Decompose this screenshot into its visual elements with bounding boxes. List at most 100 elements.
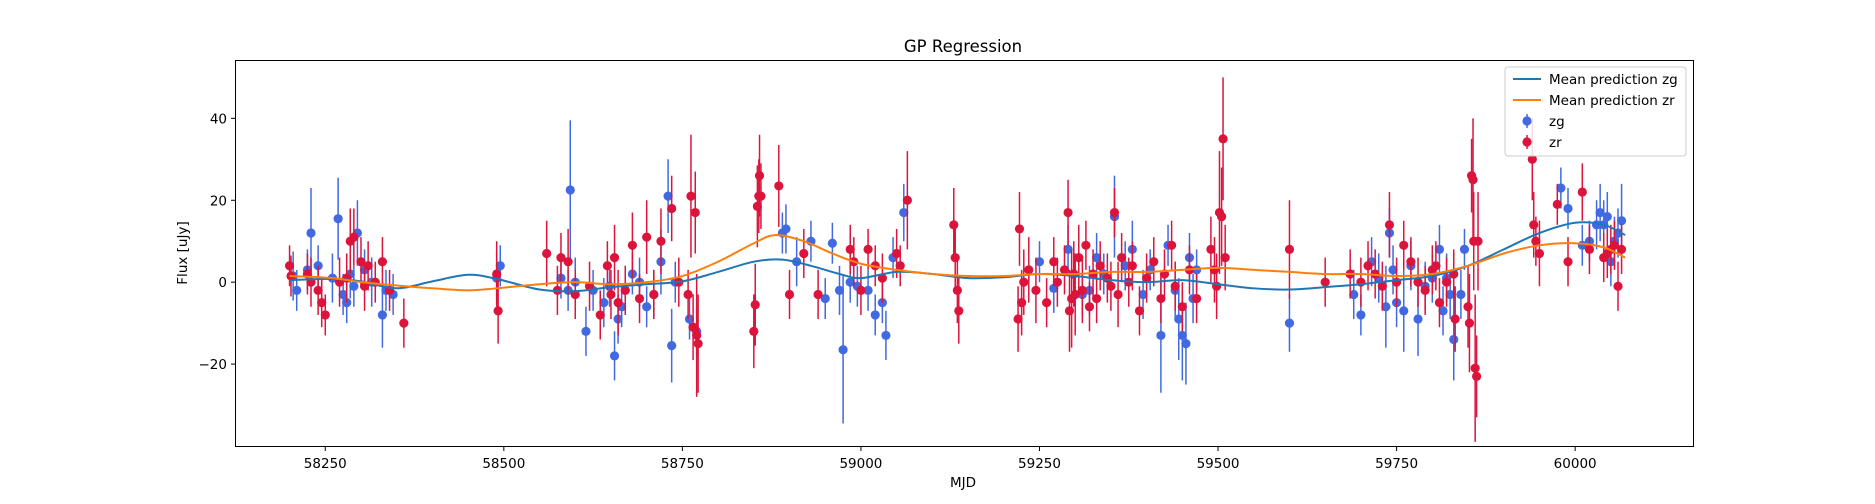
- point-marker: [820, 293, 830, 304]
- data-point: [1381, 265, 1391, 348]
- data-point: [1109, 187, 1120, 238]
- data-point: [1070, 253, 1080, 336]
- point-marker: [1602, 212, 1612, 222]
- point-marker: [1577, 187, 1587, 197]
- point-marker: [399, 318, 409, 328]
- data-point: [688, 294, 698, 360]
- data-point: [1450, 286, 1460, 352]
- data-point: [599, 278, 609, 328]
- legend-entry: Mean prediction zr: [1513, 93, 1675, 109]
- data-point: [1431, 241, 1441, 291]
- point-marker: [1167, 240, 1177, 250]
- data-point: [895, 245, 905, 287]
- point-marker: [359, 281, 370, 291]
- y-tick-label: 0: [218, 275, 227, 291]
- data-point: [1049, 237, 1059, 287]
- x-tick-label: 58250: [304, 456, 347, 472]
- point-marker: [881, 330, 891, 341]
- data-point: [838, 276, 848, 424]
- point-marker: [1616, 216, 1627, 226]
- data-point: [313, 265, 323, 315]
- data-point: [774, 144, 784, 227]
- data-point: [349, 208, 359, 266]
- data-point: [627, 212, 637, 279]
- point-marker: [333, 214, 343, 224]
- data-point: [781, 204, 791, 254]
- point-marker: [1556, 183, 1566, 193]
- data-point: [1384, 192, 1395, 258]
- point-marker: [338, 289, 348, 300]
- point-marker: [1024, 265, 1034, 275]
- data-point: [1456, 269, 1466, 320]
- point-marker: [684, 314, 695, 324]
- point-marker: [1563, 203, 1573, 214]
- data-point: [870, 294, 880, 336]
- point-marker: [1106, 281, 1116, 291]
- point-marker: [1031, 285, 1041, 295]
- data-point: [1471, 335, 1482, 418]
- point-marker: [1063, 207, 1073, 218]
- point-marker: [1142, 273, 1152, 283]
- point-marker: [1527, 154, 1537, 164]
- point-marker: [1595, 207, 1605, 218]
- point-marker: [1109, 207, 1120, 218]
- point-marker: [493, 306, 503, 316]
- legend-label: zg: [1549, 114, 1565, 130]
- point-marker: [306, 228, 316, 238]
- point-marker: [1070, 289, 1080, 300]
- point-marker: [1084, 302, 1095, 312]
- point-marker: [1563, 257, 1573, 267]
- point-marker: [377, 310, 388, 320]
- data-point: [1563, 237, 1573, 287]
- point-marker: [1363, 261, 1373, 271]
- point-marker: [1209, 265, 1220, 275]
- point-marker: [781, 224, 791, 234]
- point-marker: [838, 345, 848, 355]
- data-point: [692, 273, 702, 397]
- point-marker: [892, 248, 902, 259]
- point-marker: [813, 289, 823, 300]
- data-point: [1167, 220, 1177, 270]
- x-tick-label: 59750: [1375, 456, 1418, 472]
- data-point: [1181, 302, 1191, 385]
- data-point: [863, 228, 873, 270]
- point-marker: [895, 261, 905, 271]
- data-point: [1077, 257, 1087, 324]
- data-point: [1142, 253, 1152, 303]
- legend-entry: zr: [1522, 135, 1562, 151]
- point-marker: [1384, 220, 1395, 230]
- point-marker: [1420, 285, 1430, 295]
- x-tick-label: 59500: [1197, 456, 1240, 472]
- point-marker: [877, 273, 887, 283]
- x-axis: 58250 58500 58750 59000 59250 59500 59750 60000: [304, 446, 1597, 472]
- data-point: [663, 159, 673, 234]
- data-point: [399, 298, 409, 348]
- data-point: [1019, 249, 1029, 315]
- point-marker: [686, 191, 696, 201]
- legend-label: Mean prediction zg: [1549, 72, 1678, 88]
- data-point: [1092, 273, 1102, 324]
- data-point: [949, 187, 959, 262]
- data-point: [1473, 192, 1483, 291]
- point-marker: [693, 339, 703, 349]
- legend: Mean prediction zg Mean prediction zr zg zr: [1504, 66, 1687, 157]
- point-marker: [1170, 281, 1180, 291]
- point-marker: [599, 298, 609, 308]
- point-marker: [1092, 293, 1102, 304]
- point-marker: [1381, 302, 1391, 312]
- data-point: [609, 331, 620, 381]
- data-point: [1284, 200, 1295, 299]
- point-marker: [1149, 257, 1159, 267]
- data-point: [1174, 278, 1184, 360]
- point-marker: [749, 326, 759, 336]
- data-point: [1117, 233, 1127, 283]
- point-marker: [1434, 244, 1445, 255]
- point-marker: [542, 248, 552, 259]
- point-marker: [1049, 257, 1059, 267]
- data-point: [1320, 257, 1330, 307]
- point-marker: [581, 326, 591, 336]
- point-marker: [1413, 314, 1423, 324]
- point-marker: [1019, 277, 1029, 287]
- point-marker: [784, 289, 795, 300]
- point-marker: [1156, 330, 1166, 341]
